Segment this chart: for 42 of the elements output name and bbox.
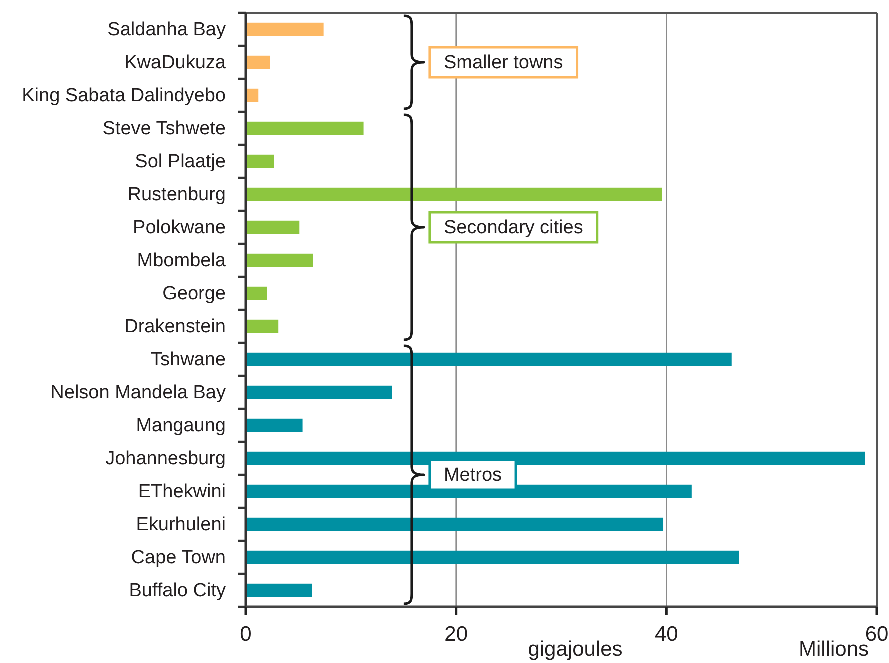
bar [246,188,662,202]
y-tick-label: Ekurhuleni [136,514,226,535]
y-tick-label: Cape Town [131,547,226,568]
bar [246,418,303,432]
text: Smaller towns [444,52,564,73]
bar [246,320,279,334]
x-tick-label: 40 [654,623,678,646]
y-tick-label: Rustenburg [128,184,226,205]
y-tick-label: Saldanha Bay [108,19,226,40]
y-tick-label: Steve Tshwete [102,118,226,139]
bar [246,56,270,70]
y-tick-label: Mangaung [136,415,226,436]
bar [246,550,740,564]
y-tick-label: Polokwane [133,217,226,238]
bar [246,452,866,466]
series-label: Secondary cities [444,217,584,238]
y-tick-label: KwaDukuza [124,52,226,73]
y-tick-label: Sol Plaatje [135,151,226,172]
bar [246,122,364,136]
bar [246,584,312,598]
x-tick-label: 60 [865,623,889,646]
series-label: Metros [444,464,502,486]
bar [246,386,392,400]
y-tick-label: Nelson Mandela Bay [50,382,226,403]
bar [246,286,268,300]
bar [246,154,274,168]
x-axis-title: gigajoules [528,638,623,661]
bar [246,22,324,36]
y-tick-label: EThekwini [138,481,226,502]
x-tick-label: 20 [444,623,468,646]
y-tick-label: Johannesburg [106,448,226,469]
bar [246,518,664,532]
y-tick-label: Drakenstein [124,316,226,337]
y-tick-label: Tshwane [151,349,226,370]
y-tick-label: King Sabata Dalindyebo [22,85,226,106]
bar [246,352,732,366]
bar [246,220,300,234]
y-tick-label: Buffalo City [129,580,226,601]
y-tick-label: Mbombela [137,250,226,271]
y-tick-label: George [162,283,226,304]
x-tick-label: 0 [240,623,252,646]
bar [246,254,314,268]
